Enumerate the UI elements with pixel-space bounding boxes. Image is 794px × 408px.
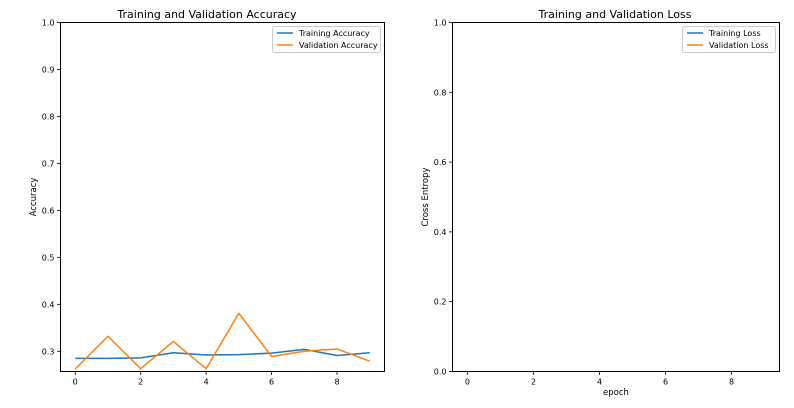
loss-x-tick-label: 2 [531, 378, 536, 387]
accuracy-y-tick-label: 0.5 [42, 253, 55, 262]
accuracy-x-tick-label: 0 [73, 378, 78, 387]
accuracy-y-tick-label: 0.6 [42, 206, 55, 215]
accuracy-y-tick-label: 0.3 [42, 347, 55, 356]
accuracy-legend-label-training: Training Accuracy [298, 29, 370, 38]
loss-chart-title: Training and Validation Loss [537, 8, 691, 21]
loss-y-tick-label: 0.2 [434, 298, 447, 307]
loss-y-tick-label: 0.8 [434, 88, 447, 97]
loss-y-tick-label: 0.4 [434, 228, 447, 237]
accuracy-x-tick-label: 8 [334, 378, 339, 387]
accuracy-x-tick-label: 4 [204, 378, 209, 387]
loss-y-axis: 0.0 0.2 0.4 0.6 0.8 1.0 [434, 19, 453, 377]
accuracy-x-tick-label: 6 [269, 378, 274, 387]
loss-y-tick-label: 1.0 [434, 19, 447, 28]
accuracy-chart: Training and Validation Accuracy 0 2 4 6 8 0… [29, 8, 385, 387]
loss-x-tick-label: 6 [663, 378, 668, 387]
loss-x-tick-label: 4 [597, 378, 602, 387]
loss-x-tick-label: 0 [465, 378, 470, 387]
accuracy-plot-area [60, 22, 385, 372]
loss-legend-label-validation: Validation Loss [709, 41, 769, 50]
accuracy-legend-label-validation: Validation Accuracy [299, 41, 378, 50]
loss-x-axis: 0 2 4 6 8 [465, 371, 734, 387]
loss-plot-area [452, 22, 780, 372]
loss-y-tick-label: 0.0 [434, 368, 447, 377]
accuracy-legend-frame [272, 26, 381, 53]
accuracy-legend: Training Accuracy Validation Accuracy [272, 26, 381, 53]
accuracy-chart-title: Training and Validation Accuracy [116, 8, 297, 21]
accuracy-y-tick-label: 0.9 [42, 65, 55, 74]
accuracy-lines [74, 312, 371, 370]
accuracy-y-axis-label: Accuracy [29, 178, 39, 217]
validation-accuracy-line [74, 312, 371, 370]
loss-x-tick-label: 8 [729, 378, 734, 387]
loss-legend-label-training: Training Loss [708, 29, 761, 38]
accuracy-y-tick-label: 0.7 [42, 159, 55, 168]
training-accuracy-line [75, 348, 370, 360]
accuracy-y-tick-label: 1.0 [42, 19, 55, 28]
accuracy-x-axis: 0 2 4 6 8 [73, 371, 340, 387]
loss-legend-frame [682, 26, 776, 53]
accuracy-x-tick-label: 2 [138, 378, 143, 387]
loss-y-tick-label: 0.6 [434, 158, 447, 167]
loss-y-axis-label: Cross Entropy [421, 167, 431, 226]
loss-legend: Training Loss Validation Loss [682, 26, 776, 53]
accuracy-y-tick-label: 0.4 [42, 300, 55, 309]
accuracy-y-tick-label: 0.8 [42, 112, 55, 121]
accuracy-y-axis: 0.3 0.4 0.5 0.6 0.7 0.8 0.9 1.0 [42, 19, 61, 356]
loss-x-axis-label: epoch [603, 388, 629, 398]
